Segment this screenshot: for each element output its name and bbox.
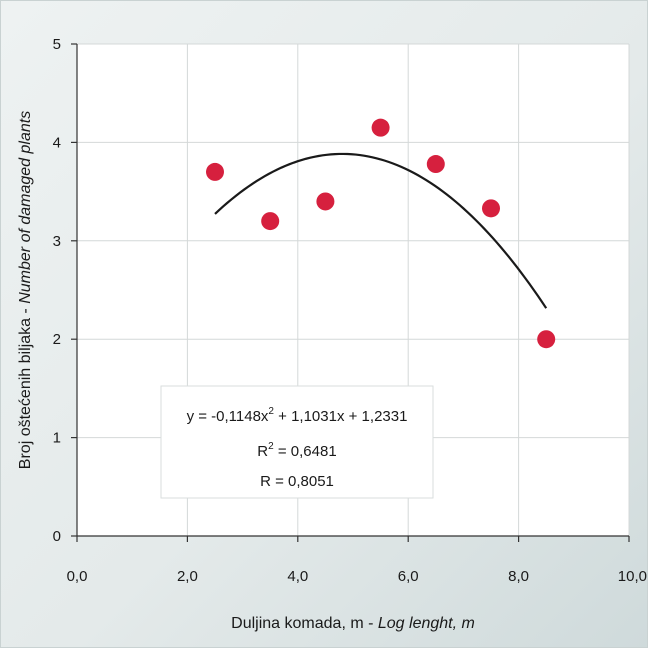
x-tick-label: 10,0 <box>618 568 647 585</box>
data-point <box>537 330 556 349</box>
x-tick-labels: 0,0 2,0 4,0 6,0 8,0 10,0 <box>67 568 647 585</box>
y-tick-label: 5 <box>53 36 61 53</box>
data-points <box>206 118 556 349</box>
y-axis-title: Broj oštećenih biljaka - Number of damag… <box>17 111 34 469</box>
data-point <box>206 162 224 181</box>
x-axis-title: Duljina komada, m - Log lenght, m <box>231 615 475 632</box>
data-point <box>371 118 390 137</box>
data-point <box>261 212 280 231</box>
trendline <box>214 152 548 309</box>
y-tick-label: 4 <box>53 134 61 151</box>
x-tick-label: 4,0 <box>287 568 308 585</box>
y-tick-label: 3 <box>53 233 61 250</box>
r-line: R = 0,8051 <box>260 473 334 490</box>
y-tick-label: 0 <box>53 528 61 545</box>
x-tick-label: 6,0 <box>398 568 419 585</box>
y-tick-label: 2 <box>53 331 61 348</box>
equation-box: y = -0,1148x2 + 1,1031x + 1,2331 R2 = 0,… <box>160 385 434 499</box>
data-point <box>482 199 500 218</box>
x-tick-label: 0,0 <box>67 568 88 585</box>
x-tick-label: 2,0 <box>177 568 198 585</box>
equation-line: y = -0,1148x2 + 1,1031x + 1,2331 <box>187 406 408 425</box>
y-tick-label: 1 <box>53 430 61 447</box>
y-tick-labels: 0 1 2 3 4 5 <box>53 36 61 545</box>
r-squared-line: R2 = 0,6481 <box>257 441 336 460</box>
axes <box>71 43 630 542</box>
x-tick-label: 8,0 <box>508 568 529 585</box>
data-point <box>426 155 445 174</box>
data-point <box>316 192 335 211</box>
